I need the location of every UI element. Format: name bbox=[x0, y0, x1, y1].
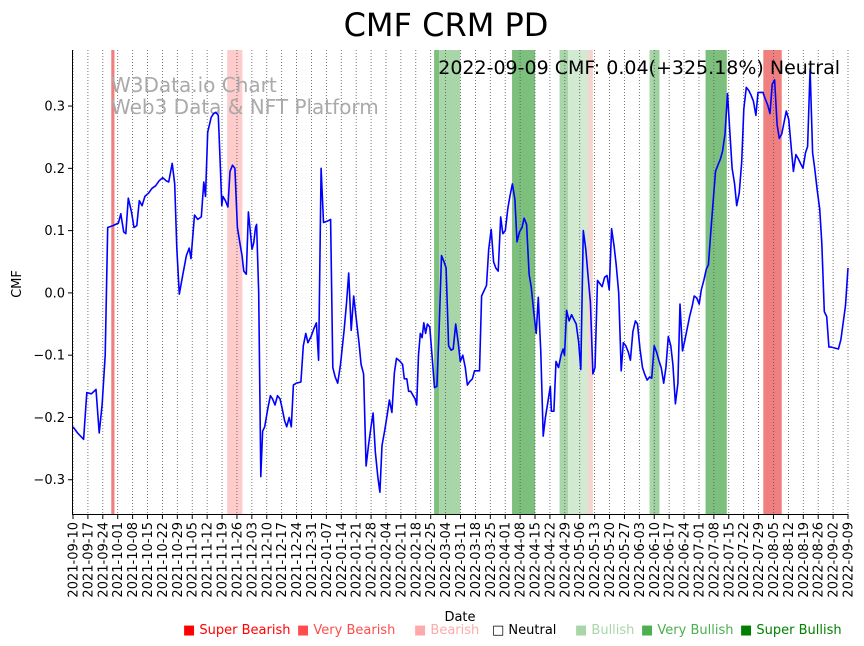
x-tick-label: 2021-10-15 bbox=[141, 522, 156, 598]
x-tick-label: 2022-04-29 bbox=[558, 522, 573, 598]
x-tick-label: 2022-07-29 bbox=[752, 522, 767, 598]
x-tick-label: 2022-07-15 bbox=[722, 522, 737, 598]
x-tick-label: 2021-09-17 bbox=[81, 522, 96, 598]
x-tick-label: 2022-03-25 bbox=[484, 522, 499, 598]
x-tick-label: 2022-01-28 bbox=[365, 522, 380, 598]
region-bearish-light-7 bbox=[587, 50, 593, 514]
x-tick-label: 2022-04-15 bbox=[529, 522, 544, 598]
x-tick-label: 2021-11-26 bbox=[230, 522, 245, 598]
y-tick-label: 0.0 bbox=[44, 286, 65, 301]
x-tick-label: 2022-01-21 bbox=[350, 522, 365, 598]
region-very-bullish-4 bbox=[512, 50, 536, 514]
x-tick-label: 2022-03-04 bbox=[439, 522, 454, 598]
watermark: W3Data.io Chart Web3 Data & NFT Platform bbox=[111, 73, 379, 119]
x-tick-label: 2021-10-29 bbox=[171, 522, 186, 598]
y-tick-label: 0.1 bbox=[44, 224, 65, 239]
x-tick-label: 2022-03-11 bbox=[454, 522, 469, 598]
x-tick-label: 2022-01-14 bbox=[335, 522, 350, 598]
legend-item-neutral: □ Neutral bbox=[492, 623, 556, 638]
x-axis-label: Date bbox=[444, 610, 475, 625]
x-tick-label: 2022-07-01 bbox=[692, 522, 707, 598]
y-tick-label: −0.1 bbox=[33, 349, 65, 364]
x-tick-label: 2021-11-05 bbox=[186, 522, 201, 598]
x-tick-label: 2022-05-06 bbox=[573, 522, 588, 598]
x-tick-label: 2021-12-10 bbox=[260, 522, 275, 598]
x-tick-label: 2022-07-08 bbox=[707, 522, 722, 598]
value-annotation: 2022-09-09 CMF: 0.04(+325.18%) Neutral bbox=[438, 57, 840, 79]
region-bullish-3 bbox=[439, 50, 461, 514]
legend-item-super-bullish: ■ Super Bullish bbox=[740, 623, 842, 638]
signal-regions bbox=[111, 50, 782, 514]
x-tick-label: 2022-05-13 bbox=[588, 522, 603, 598]
x-tick-label: 2022-08-26 bbox=[812, 522, 827, 598]
x-tick-label: 2022-05-20 bbox=[603, 522, 618, 598]
x-tick-label: 2022-07-22 bbox=[737, 522, 752, 598]
x-tick-label: 2022-05-27 bbox=[618, 522, 633, 598]
y-ticks: −0.3 −0.2 −0.1 0.0 0.1 0.2 0.3 bbox=[33, 100, 73, 488]
legend-item-super-bearish: ■ Super Bearish bbox=[183, 623, 291, 638]
x-tick-label: 2022-04-08 bbox=[514, 522, 529, 598]
legend: ■ Super Bearish ■ Very Bearish ■ Bearish □ … bbox=[183, 623, 842, 638]
y-tick-label: −0.2 bbox=[33, 411, 65, 426]
x-tick-label: 2021-10-22 bbox=[156, 522, 171, 598]
x-tick-label: 2021-09-24 bbox=[96, 522, 111, 598]
x-tick-label: 2022-06-24 bbox=[678, 522, 693, 598]
x-tick-label: 2021-12-17 bbox=[275, 522, 290, 598]
x-tick-label: 2022-09-09 bbox=[842, 522, 857, 598]
legend-item-bullish: ■ Bullish bbox=[575, 623, 634, 638]
region-very-bearish-11 bbox=[763, 50, 782, 514]
y-axis-label: CMF bbox=[10, 270, 25, 298]
x-tick-label: 2022-02-18 bbox=[409, 522, 424, 598]
legend-item-bearish: ■ Bearish bbox=[414, 623, 479, 638]
x-tick-label: 2022-06-10 bbox=[648, 522, 663, 598]
x-tick-label: 2021-09-10 bbox=[67, 522, 82, 598]
x-tick-label: 2022-08-19 bbox=[797, 522, 812, 598]
x-tick-label: 2021-12-24 bbox=[290, 522, 305, 598]
y-tick-label: −0.3 bbox=[33, 473, 65, 488]
gridlines bbox=[72, 50, 849, 514]
region-bullish-8 bbox=[649, 50, 653, 514]
x-tick-label: 2022-04-22 bbox=[543, 522, 558, 598]
region-bullish-light-6 bbox=[568, 50, 588, 514]
cmf-series-line bbox=[72, 67, 849, 493]
region-bearish-1 bbox=[227, 50, 243, 514]
x-tick-label: 2021-10-01 bbox=[111, 522, 126, 598]
region-very-bullish-mid-9 bbox=[652, 50, 660, 514]
x-ticks: 2021-09-10 2021-09-17 2021-09-24 2021-10-01… bbox=[67, 514, 857, 598]
region-very-bullish-2 bbox=[434, 50, 440, 514]
y-tick-label: 0.2 bbox=[44, 162, 65, 177]
x-tick-label: 2022-02-04 bbox=[379, 522, 394, 598]
x-tick-label: 2022-08-12 bbox=[782, 522, 797, 598]
x-tick-label: 2021-12-31 bbox=[305, 522, 320, 598]
chart-title: CMF CRM PD bbox=[344, 6, 549, 44]
legend-item-very-bearish: ■ Very Bearish bbox=[297, 623, 395, 638]
region-very-bearish-0 bbox=[111, 50, 115, 514]
x-tick-label: 2021-11-12 bbox=[201, 522, 216, 598]
region-very-bullish-10 bbox=[705, 50, 727, 514]
x-tick-label: 2022-01-07 bbox=[320, 522, 335, 598]
x-tick-label: 2022-02-11 bbox=[394, 522, 409, 598]
watermark-line-2: Web3 Data & NFT Platform bbox=[111, 95, 379, 119]
x-tick-label: 2021-11-19 bbox=[216, 522, 231, 598]
x-tick-label: 2022-04-01 bbox=[499, 522, 514, 598]
x-tick-label: 2022-08-05 bbox=[767, 522, 782, 598]
x-tick-label: 2022-02-25 bbox=[424, 522, 439, 598]
watermark-line-1: W3Data.io Chart bbox=[111, 73, 277, 97]
x-tick-label: 2022-06-17 bbox=[663, 522, 678, 598]
x-tick-label: 2022-03-18 bbox=[469, 522, 484, 598]
x-tick-label: 2022-06-03 bbox=[633, 522, 648, 598]
x-tick-label: 2021-12-03 bbox=[245, 522, 260, 598]
x-tick-label: 2021-10-08 bbox=[126, 522, 141, 598]
legend-item-very-bullish: ■ Very Bullish bbox=[641, 623, 733, 638]
y-tick-label: 0.3 bbox=[44, 100, 65, 115]
x-tick-label: 2022-09-02 bbox=[827, 522, 842, 598]
region-bullish-5 bbox=[559, 50, 569, 514]
